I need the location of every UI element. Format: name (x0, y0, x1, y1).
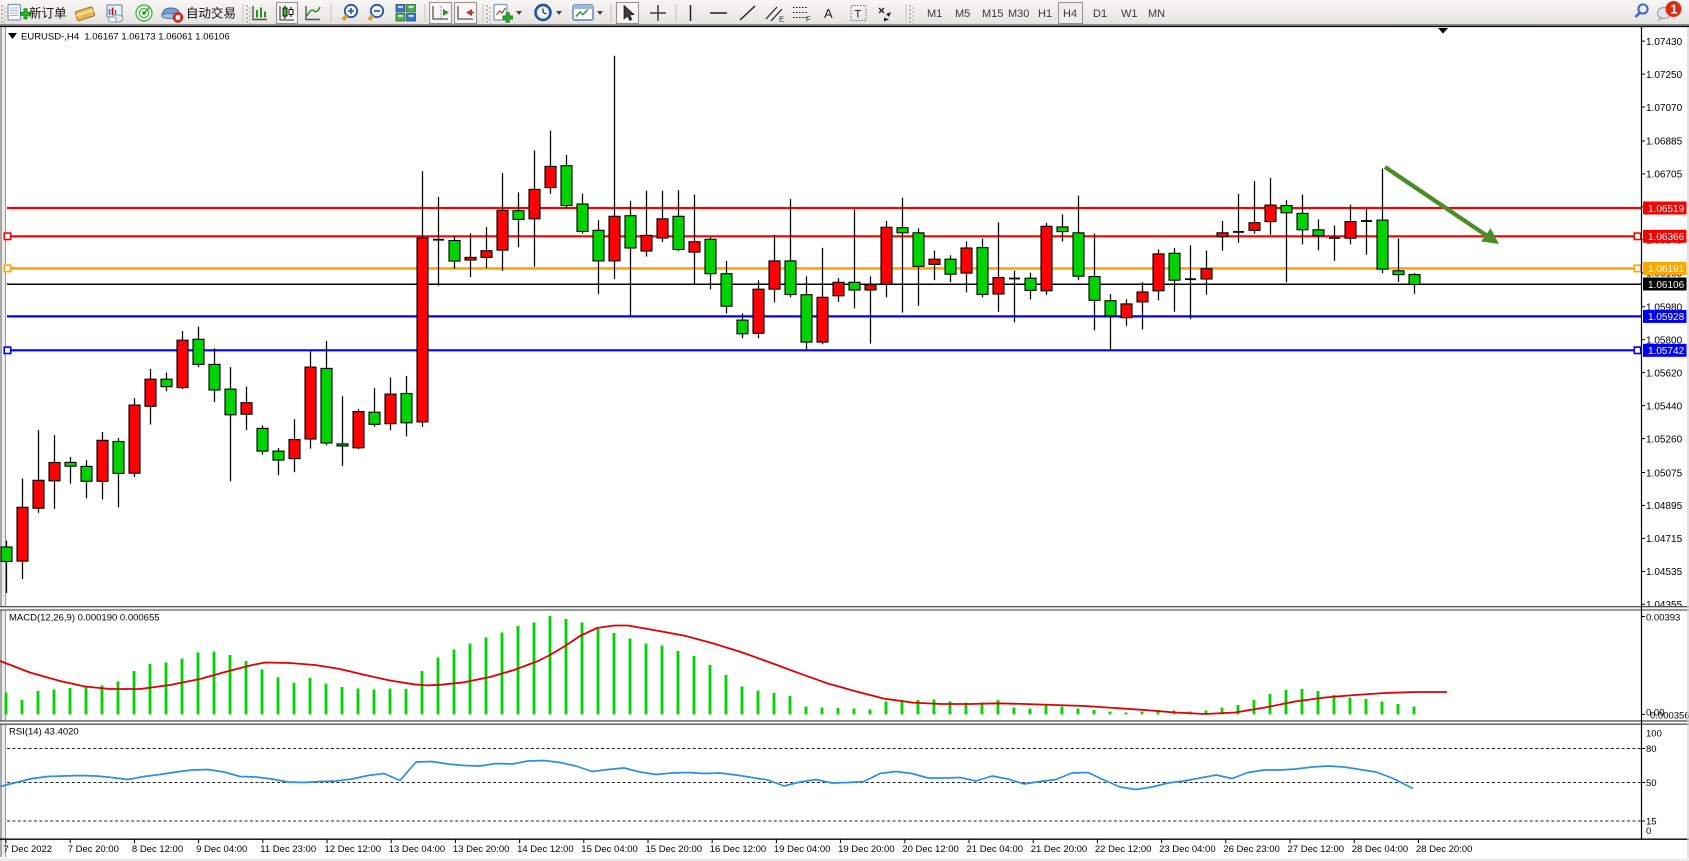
svg-text:21 Dec 04:00: 21 Dec 04:00 (967, 844, 1024, 855)
svg-text:28 Dec 04:00: 28 Dec 04:00 (1352, 844, 1409, 855)
svg-text:MACD(12,26,9) 0.000190 0.00065: MACD(12,26,9) 0.000190 0.000655 (9, 613, 160, 624)
svg-text:1.05928: 1.05928 (1648, 312, 1685, 323)
svg-text:20 Dec 12:00: 20 Dec 12:00 (902, 844, 959, 855)
svg-text:19 Dec 04:00: 19 Dec 04:00 (774, 844, 831, 855)
svg-text:1.04895: 1.04895 (1646, 501, 1683, 512)
svg-text:100: 100 (1646, 729, 1662, 740)
svg-text:8 Dec 12:00: 8 Dec 12:00 (132, 844, 183, 855)
svg-text:1.07430: 1.07430 (1646, 37, 1683, 48)
svg-text:19 Dec 20:00: 19 Dec 20:00 (838, 844, 895, 855)
svg-text:EURUSD-,H4 1.06167 1.06173 1.: EURUSD-,H4 1.06167 1.06173 1.06061 1.061… (21, 32, 230, 43)
svg-text:15: 15 (1646, 817, 1657, 828)
svg-text:M5: M5 (955, 8, 970, 20)
svg-text:1.06705: 1.06705 (1646, 170, 1683, 181)
svg-text:27 Dec 12:00: 27 Dec 12:00 (1288, 844, 1345, 855)
svg-text:16 Dec 12:00: 16 Dec 12:00 (710, 844, 767, 855)
svg-text:7 Dec 20:00: 7 Dec 20:00 (68, 844, 119, 855)
svg-text:1.04535: 1.04535 (1646, 567, 1683, 578)
svg-text:15 Dec 04:00: 15 Dec 04:00 (581, 844, 638, 855)
svg-text:自动交易: 自动交易 (186, 6, 236, 21)
svg-text:1.05620: 1.05620 (1646, 368, 1683, 379)
svg-text:D1: D1 (1093, 8, 1107, 20)
svg-text:15 Dec 20:00: 15 Dec 20:00 (646, 844, 703, 855)
svg-text:14 Dec 12:00: 14 Dec 12:00 (517, 844, 574, 855)
svg-text:28 Dec 20:00: 28 Dec 20:00 (1416, 844, 1473, 855)
svg-text:80: 80 (1646, 744, 1657, 755)
svg-text:1.06366: 1.06366 (1648, 232, 1685, 243)
svg-text:A: A (824, 6, 833, 21)
svg-text:12 Dec 12:00: 12 Dec 12:00 (325, 844, 382, 855)
svg-text:M1: M1 (927, 8, 942, 20)
svg-text:1.05742: 1.05742 (1648, 346, 1685, 357)
svg-text:7 Dec 2022: 7 Dec 2022 (4, 844, 53, 855)
svg-text:1.07070: 1.07070 (1646, 103, 1683, 114)
svg-text:1.06519: 1.06519 (1648, 204, 1685, 215)
svg-text:1: 1 (1671, 3, 1678, 17)
svg-text:1.05980: 1.05980 (1646, 303, 1683, 314)
svg-text:0.00393: 0.00393 (1646, 612, 1680, 623)
svg-text:E: E (779, 15, 784, 24)
svg-text:1.04355: 1.04355 (1646, 600, 1683, 611)
svg-text:1.06885: 1.06885 (1646, 137, 1683, 148)
svg-text:11 Dec 23:00: 11 Dec 23:00 (260, 844, 316, 855)
svg-text:13 Dec 04:00: 13 Dec 04:00 (389, 844, 446, 855)
svg-text:1.07250: 1.07250 (1646, 70, 1683, 81)
svg-text:H1: H1 (1038, 8, 1052, 20)
svg-text:M15: M15 (982, 8, 1003, 20)
svg-text:1.05440: 1.05440 (1646, 401, 1683, 412)
svg-text:26 Dec 23:00: 26 Dec 23:00 (1223, 844, 1280, 855)
svg-text:1.04715: 1.04715 (1646, 534, 1683, 545)
svg-text:0.00: 0.00 (1646, 708, 1665, 719)
svg-text:50: 50 (1646, 778, 1657, 789)
svg-text:9 Dec 04:00: 9 Dec 04:00 (196, 844, 247, 855)
svg-text:22 Dec 12:00: 22 Dec 12:00 (1095, 844, 1152, 855)
svg-text:1.05800: 1.05800 (1646, 336, 1683, 347)
svg-text:H4: H4 (1063, 8, 1077, 20)
svg-text:0.000356: 0.000356 (1650, 711, 1689, 722)
svg-text:M30: M30 (1008, 8, 1029, 20)
svg-text:1.05075: 1.05075 (1646, 468, 1683, 479)
svg-text:1.05260: 1.05260 (1646, 434, 1683, 445)
svg-text:W1: W1 (1121, 8, 1138, 20)
svg-text:T: T (855, 9, 862, 21)
svg-text:13 Dec 20:00: 13 Dec 20:00 (453, 844, 510, 855)
svg-text:0: 0 (1646, 826, 1651, 837)
svg-text:21 Dec 20:00: 21 Dec 20:00 (1031, 844, 1088, 855)
svg-text:新订单: 新订单 (29, 6, 67, 21)
svg-text:MN: MN (1148, 8, 1165, 20)
svg-text:1.06106: 1.06106 (1648, 280, 1685, 291)
svg-text:RSI(14) 43.4020: RSI(14) 43.4020 (9, 727, 79, 738)
svg-text:23 Dec 04:00: 23 Dec 04:00 (1159, 844, 1216, 855)
svg-text:F: F (806, 15, 811, 24)
svg-text:1.06191: 1.06191 (1648, 264, 1685, 275)
